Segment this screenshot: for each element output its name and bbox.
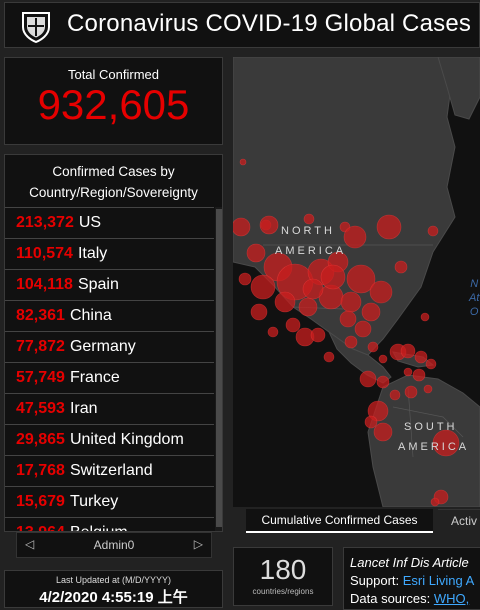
chevron-left-icon[interactable]: ◁ <box>25 537 35 551</box>
country-list-title: Confirmed Cases by Country/Region/Sovere… <box>5 155 222 207</box>
list-item-country: Italy <box>77 245 108 262</box>
countries-count-label: countries/regions <box>252 587 314 596</box>
map-label-america: AMERICA <box>275 245 347 257</box>
pager-label: Admin0 <box>93 538 135 552</box>
landmass-greenland <box>437 57 480 120</box>
country-list-title-line2: Country/Region/Sovereignty <box>29 185 198 200</box>
ocean-label-line1: N <box>470 278 479 290</box>
map-label-south: SOUTH <box>404 421 458 433</box>
list-item[interactable]: 47,593 Iran <box>5 393 214 424</box>
list-item[interactable]: 104,118 Spain <box>5 269 214 300</box>
map-label-north: NORTH <box>281 225 335 237</box>
ocean-label: N At O <box>469 277 479 319</box>
article-link[interactable]: Lancet Inf Dis Article <box>350 555 469 570</box>
list-item-count: 13,964 <box>16 524 65 531</box>
app-header: Coronavirus COVID-19 Global Cases by <box>4 2 480 48</box>
countries-count-panel: 180 countries/regions <box>233 547 333 606</box>
data-sources-label: Data sources: <box>350 591 434 606</box>
list-item-count: 17,768 <box>16 462 65 479</box>
list-item-country: Germany <box>69 338 136 355</box>
total-confirmed-value: 932,605 <box>37 81 190 128</box>
list-item-country: Turkey <box>69 493 119 510</box>
list-item-count: 15,679 <box>16 493 65 510</box>
data-sources-line: Data sources: WHO, <box>350 590 480 608</box>
case-bubbles <box>233 158 460 507</box>
list-item-count: 47,593 <box>16 400 65 417</box>
list-item[interactable]: 15,679 Turkey <box>5 486 214 517</box>
list-item-country: United Kingdom <box>69 431 184 448</box>
support-line: Support: Esri Living A <box>350 572 480 590</box>
list-item-country: Iran <box>69 400 98 417</box>
list-item-country: France <box>69 369 120 386</box>
total-confirmed-panel: Total Confirmed 932,605 <box>4 57 223 145</box>
list-item-country: China <box>69 307 112 324</box>
support-label: Support: <box>350 573 403 588</box>
map-label-south-america: AMERICA <box>398 441 470 453</box>
list-item[interactable]: 17,768 Switzerland <box>5 455 214 486</box>
list-item-count: 213,372 <box>16 214 74 231</box>
data-sources-link[interactable]: WHO, <box>433 591 470 606</box>
info-panel: Lancet Inf Dis Article Support: Esri Liv… <box>343 547 480 610</box>
country-list-scrollbar[interactable] <box>215 207 222 531</box>
list-item-count: 77,872 <box>16 338 65 355</box>
scrollbar-thumb[interactable] <box>216 209 222 527</box>
list-item-count: 57,749 <box>16 369 65 386</box>
total-confirmed-label: Total Confirmed <box>67 67 160 82</box>
ocean-label-line2: At <box>469 292 480 304</box>
list-item[interactable]: 29,865 United Kingdom <box>5 424 214 455</box>
list-item[interactable]: 57,749 France <box>5 362 214 393</box>
list-item-count: 104,118 <box>16 276 73 293</box>
chevron-right-icon[interactable]: ▷ <box>193 537 203 551</box>
world-map[interactable]: NORTH AMERICA SOUTH AMERICA N At O <box>233 57 480 507</box>
list-item-count: 110,574 <box>16 245 73 262</box>
list-item-country: US <box>78 214 102 231</box>
list-pager: ◁ Admin0 ▷ <box>16 532 212 558</box>
list-item[interactable]: 13,964 Belgium <box>5 517 214 531</box>
list-item-country: Belgium <box>70 524 128 531</box>
list-item[interactable]: 77,872 Germany <box>5 331 214 362</box>
list-item[interactable]: 110,574 Italy <box>5 238 214 269</box>
list-item-country: Spain <box>77 276 119 293</box>
tab-cumulative-confirmed[interactable]: Cumulative Confirmed Cases <box>246 509 433 533</box>
last-updated-value: 4/2/2020 4:55:19 上午 <box>39 589 188 606</box>
university-shield-icon[interactable] <box>19 9 53 43</box>
confirmed-by-country-panel: Confirmed Cases by Country/Region/Sovere… <box>4 154 223 532</box>
last-updated-panel: Last Updated at (M/D/YYYY) 4/2/2020 4:55… <box>4 570 223 608</box>
list-item-count: 29,865 <box>16 431 65 448</box>
last-updated-label: Last Updated at (M/D/YYYY) <box>55 575 172 585</box>
page-title: Coronavirus COVID-19 Global Cases by <box>67 10 480 37</box>
ocean-label-line3: O <box>469 306 479 318</box>
map-canvas[interactable] <box>233 57 480 507</box>
country-list: 213,372 US 110,574 Italy 104,118 Spain 82,3… <box>5 207 214 531</box>
countries-count-value: 180 <box>259 554 307 585</box>
list-item-country: Switzerland <box>69 462 153 479</box>
list-item[interactable]: 82,361 China <box>5 300 214 331</box>
country-list-title-line1: Confirmed Cases by <box>52 164 175 179</box>
support-link[interactable]: Esri Living A <box>402 573 475 588</box>
list-item-count: 82,361 <box>16 307 65 324</box>
tab-active-cases[interactable]: Activ <box>438 509 480 533</box>
list-item[interactable]: 213,372 US <box>5 207 214 238</box>
